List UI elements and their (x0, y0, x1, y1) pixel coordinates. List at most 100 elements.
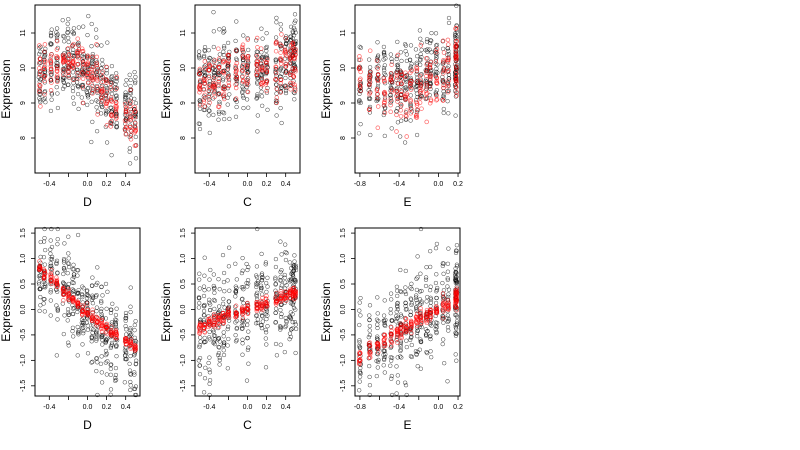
fitted-point (445, 55, 451, 61)
observed-point (79, 95, 84, 100)
fitted-point (49, 80, 54, 85)
observed-point (233, 261, 238, 266)
fitted-point (403, 316, 409, 322)
fitted-point (398, 108, 404, 113)
x-axis-label: D (83, 195, 92, 209)
observed-point (434, 324, 440, 330)
observed-point (217, 62, 222, 68)
fitted-point (274, 290, 279, 296)
x-tick-label: 0.2 (262, 181, 272, 188)
fitted-point (216, 65, 222, 70)
fitted-point (424, 314, 429, 320)
y-axis-label: Expression (159, 282, 173, 341)
observed-point (105, 289, 110, 294)
observed-point (66, 35, 71, 41)
fitted-point (89, 71, 95, 77)
observed-point (288, 34, 293, 39)
observed-point (36, 75, 41, 80)
fitted-point (70, 55, 76, 61)
observed-point (109, 362, 114, 367)
fitted-point (367, 75, 372, 81)
fitted-point (292, 84, 298, 90)
fitted-point (66, 52, 72, 57)
fitted-point (293, 69, 298, 74)
observed-point (104, 71, 109, 76)
observed-point (424, 265, 429, 270)
observed-point (48, 256, 53, 262)
observed-point (104, 111, 109, 116)
observed-point (375, 295, 380, 300)
observed-point (292, 259, 297, 264)
observed-point (133, 74, 138, 80)
fitted-point (240, 42, 246, 48)
fitted-point (113, 116, 119, 121)
panel-4: -0.4 0.0 0.2 0.4D-1.5-1.0-0.50.00.51.01.5Ex… (0, 226, 141, 432)
observed-point (85, 323, 90, 328)
fitted-point (216, 46, 221, 51)
observed-point (441, 80, 446, 85)
fitted-point (417, 315, 423, 321)
observed-point (239, 326, 245, 331)
observed-point (206, 113, 211, 118)
fitted-point (80, 304, 86, 310)
fitted-point (419, 87, 424, 93)
x-axis: -0.8 -0.4 0.0 0.2E (354, 173, 463, 209)
fitted-point (240, 53, 246, 59)
observed-point (367, 303, 373, 308)
observed-point (217, 362, 222, 367)
observed-point (278, 324, 283, 329)
y-tick-label: 10 (180, 64, 187, 72)
observed-point (402, 42, 408, 47)
fitted-point (100, 89, 105, 95)
fitted-point (55, 63, 60, 69)
fitted-point (211, 90, 217, 96)
x-tick-label: 0.4 (121, 404, 131, 411)
observed-point (381, 363, 386, 368)
observed-point (55, 237, 60, 242)
fitted-point (122, 127, 128, 133)
fitted-point (440, 38, 446, 44)
observed-point (133, 319, 138, 324)
observed-point (409, 61, 414, 67)
observed-point (283, 41, 289, 46)
y-tick-label: -0.5 (180, 329, 187, 341)
fitted-point (441, 309, 446, 314)
y-tick-label: 1.0 (340, 254, 347, 264)
observed-point (246, 47, 251, 53)
observed-point (409, 354, 415, 360)
fitted-point (54, 279, 60, 284)
fitted-point (454, 93, 459, 98)
observed-point (367, 374, 372, 380)
observed-point (419, 55, 424, 60)
observed-point (94, 292, 99, 298)
y-tick-label: 0.0 (340, 304, 347, 314)
observed-point (260, 319, 265, 324)
fitted-point (381, 76, 387, 81)
observed-point (98, 361, 104, 366)
observed-point (42, 90, 47, 95)
observed-point (398, 354, 403, 359)
fitted-point (54, 275, 59, 280)
observed-point (211, 57, 216, 62)
observed-point (109, 322, 114, 327)
observed-point (398, 289, 403, 294)
observed-point (282, 272, 287, 278)
observed-point (382, 298, 387, 303)
observed-point (234, 19, 239, 24)
fitted-point (292, 55, 297, 60)
observed-point (227, 116, 232, 122)
fitted-point (244, 72, 250, 77)
fitted-point (290, 66, 295, 71)
fitted-point (278, 42, 283, 47)
fitted-point (89, 82, 95, 87)
y-tick-label: 8 (20, 136, 27, 140)
observed-point (94, 338, 99, 343)
observed-point (227, 92, 232, 97)
observed-point (259, 322, 264, 328)
observed-point (201, 55, 207, 60)
observed-point (90, 59, 95, 64)
observed-point (207, 367, 212, 372)
observed-point (284, 283, 289, 288)
fitted-point (273, 77, 278, 82)
observed-point (290, 36, 295, 41)
